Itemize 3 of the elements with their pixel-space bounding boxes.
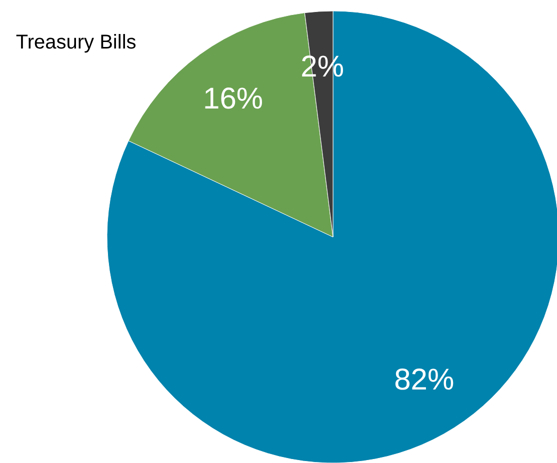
- data-label: 82%: [394, 364, 454, 397]
- slice-label: Treasury Bills: [16, 32, 136, 54]
- data-label: 16%: [203, 82, 264, 116]
